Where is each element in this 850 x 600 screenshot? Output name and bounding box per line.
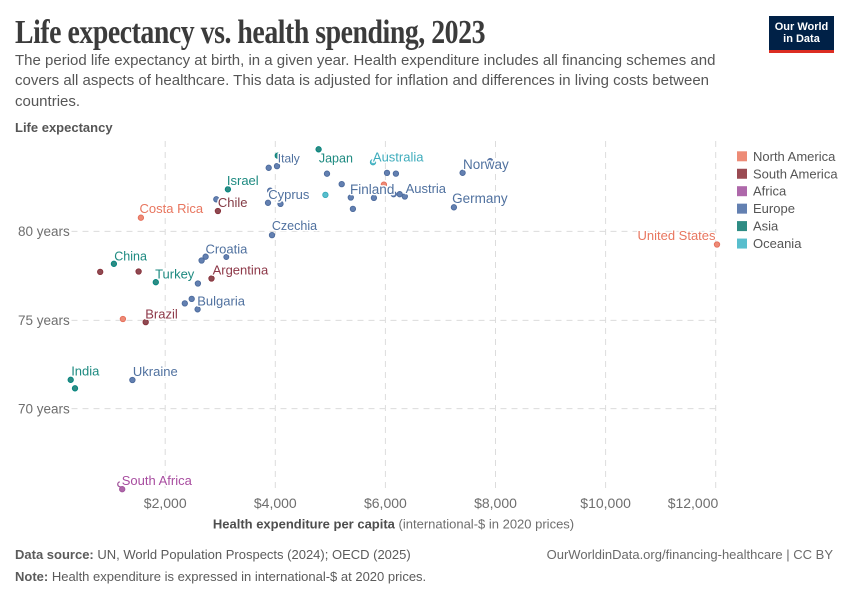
svg-text:80 years: 80 years [18,224,70,239]
svg-text:$2,000: $2,000 [144,495,187,511]
svg-text:Czechia: Czechia [272,219,317,233]
svg-text:Israel: Israel [227,173,259,188]
svg-text:Asia: Asia [753,219,779,234]
svg-text:Norway: Norway [463,157,509,172]
svg-text:Japan: Japan [319,151,353,165]
svg-text:North America: North America [753,149,836,164]
svg-text:Germany: Germany [452,191,508,206]
svg-text:Croatia: Croatia [205,241,248,256]
svg-text:Finland: Finland [350,182,394,197]
svg-text:United States: United States [637,228,716,243]
svg-text:70 years: 70 years [18,402,70,417]
svg-text:South America: South America [753,166,838,181]
svg-text:Bulgaria: Bulgaria [197,293,245,308]
svg-text:Cyprus: Cyprus [268,187,310,202]
svg-text:Costa Rica: Costa Rica [140,201,204,216]
svg-text:$6,000: $6,000 [364,495,407,511]
svg-text:$8,000: $8,000 [474,495,517,511]
svg-text:Life expectancy: Life expectancy [15,120,113,135]
svg-text:Turkey: Turkey [155,267,195,282]
svg-text:South Africa: South Africa [122,473,193,488]
svg-text:Ukraine: Ukraine [133,364,178,379]
svg-text:Africa: Africa [753,184,787,199]
svg-text:Health expenditure per capita: Health expenditure per capita (internati… [213,517,574,532]
svg-text:Oceania: Oceania [753,236,802,251]
svg-text:Australia: Australia [373,150,424,165]
svg-text:Brazil: Brazil [145,306,178,321]
svg-text:Austria: Austria [406,181,447,196]
svg-text:India: India [71,364,100,379]
svg-text:China: China [114,249,147,263]
svg-text:Italy: Italy [278,152,300,166]
svg-text:$4,000: $4,000 [254,495,297,511]
svg-text:Europe: Europe [753,201,795,216]
svg-text:75 years: 75 years [18,313,70,328]
svg-text:Argentina: Argentina [213,263,269,278]
svg-text:$10,000: $10,000 [580,495,631,511]
svg-text:$12,000: $12,000 [668,495,719,511]
svg-text:Chile: Chile [218,195,248,210]
